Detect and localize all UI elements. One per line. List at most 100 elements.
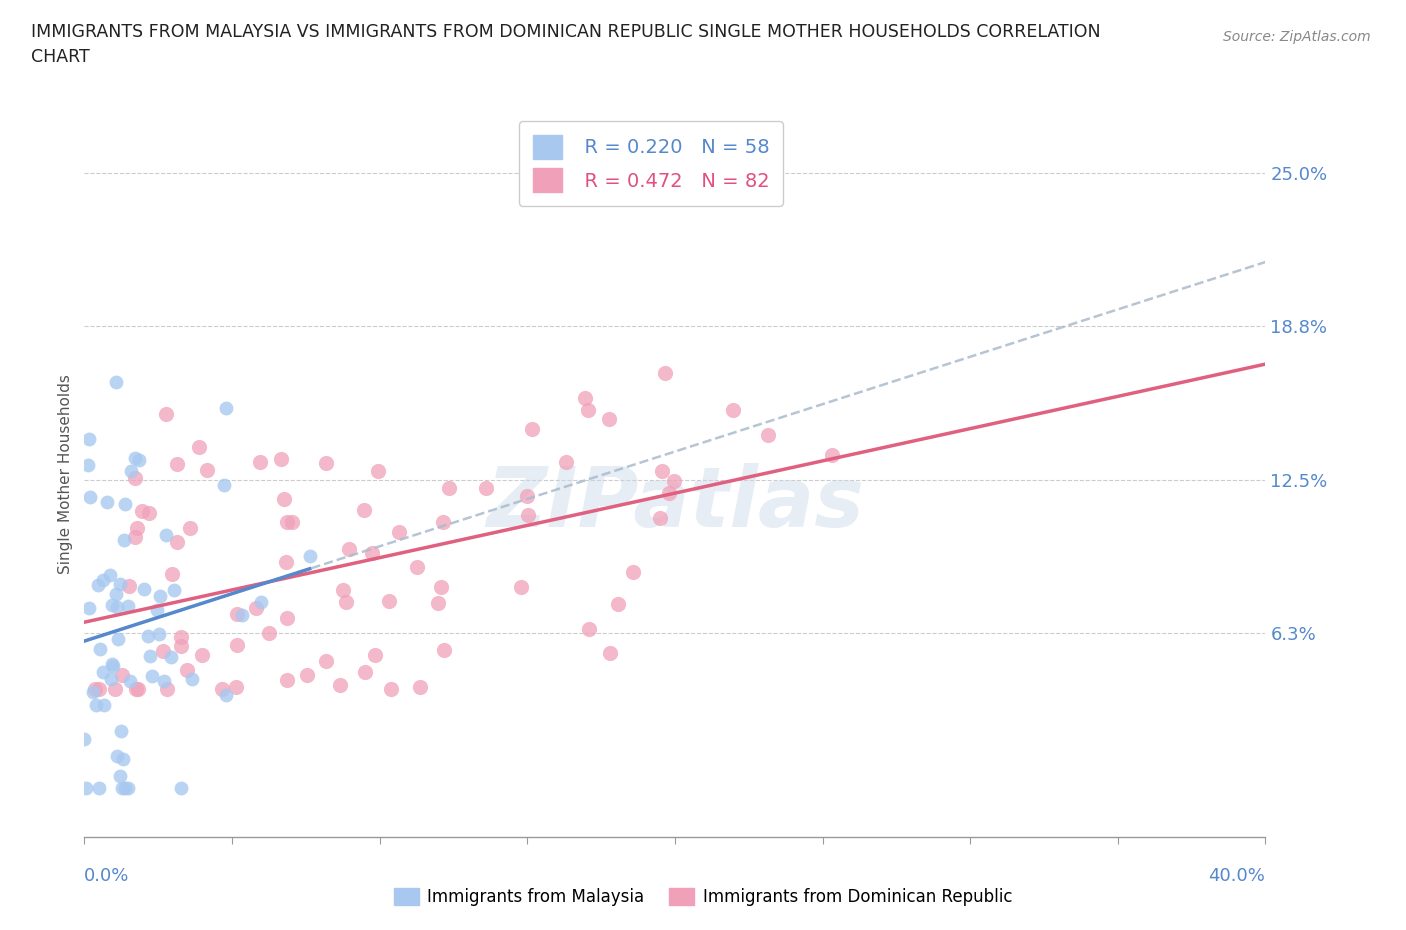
Point [406,560,429,575]
Point [215,687,238,702]
Point [439,480,461,495]
Point [155,527,177,542]
Point [273,492,295,507]
Point [409,680,432,695]
Point [146,603,169,618]
Legend: Immigrants from Malaysia, Immigrants from Dominican Republic: Immigrants from Malaysia, Immigrants fro… [387,881,1019,912]
Point [156,682,179,697]
Point [141,669,163,684]
Point [315,456,337,471]
Point [820,448,842,463]
Point [555,455,578,470]
Point [430,579,453,594]
Point [77,432,100,446]
Point [335,594,357,609]
Point [648,511,671,525]
Point [274,555,297,570]
Point [245,601,267,616]
Point [84,682,107,697]
Point [363,647,385,662]
Point [138,648,160,663]
Point [136,628,159,643]
Point [169,780,191,795]
Y-axis label: Single Mother Households: Single Mother Households [58,375,73,574]
Point [152,644,174,658]
Point [226,638,249,653]
Point [360,546,382,561]
Text: ZIPatlas: ZIPatlas [486,463,863,544]
Point [225,607,247,622]
Point [155,406,177,421]
Text: CHART: CHART [31,48,90,66]
Text: IMMIGRANTS FROM MALAYSIA VS IMMIGRANTS FROM DOMINICAN REPUBLIC SINGLE MOTHER HOU: IMMIGRANTS FROM MALAYSIA VS IMMIGRANTS F… [31,23,1101,41]
Point [124,471,146,485]
Point [89,642,111,657]
Point [598,412,620,427]
Point [276,672,298,687]
Point [105,749,128,764]
Point [432,515,454,530]
Point [427,595,450,610]
Point [124,451,146,466]
Point [329,677,352,692]
Point [163,583,186,598]
Point [114,497,136,512]
Point [101,659,124,674]
Point [114,780,136,795]
Point [606,596,628,611]
Point [212,478,235,493]
Point [211,682,233,697]
Point [380,682,402,697]
Point [378,593,401,608]
Point [120,464,142,479]
Text: Source: ZipAtlas.com: Source: ZipAtlas.com [1223,30,1371,44]
Point [125,521,148,536]
Point [159,649,181,664]
Point [170,630,193,644]
Point [104,682,127,697]
Point [190,648,212,663]
Point [170,639,193,654]
Point [118,578,141,593]
Point [87,682,110,697]
Point [98,567,121,582]
Point [516,507,538,522]
Point [281,514,304,529]
Point [131,503,153,518]
Point [353,502,375,517]
Text: 40.0%: 40.0% [1209,867,1265,884]
Point [166,456,188,471]
Point [93,572,115,587]
Point [96,495,118,510]
Point [433,643,456,658]
Point [250,594,273,609]
Point [276,515,298,530]
Point [100,671,122,686]
Point [650,463,672,478]
Point [353,665,375,680]
Text: 0.0%: 0.0% [84,867,129,884]
Point [332,583,354,598]
Point [658,485,681,500]
Point [91,664,114,679]
Point [93,698,115,712]
Point [127,682,149,697]
Point [295,667,318,682]
Point [87,780,110,795]
Point [117,780,139,795]
Point [599,645,621,660]
Point [756,427,779,442]
Legend:   R = 0.220   N = 58,   R = 0.472   N = 82: R = 0.220 N = 58, R = 0.472 N = 82 [519,121,783,206]
Point [179,520,201,535]
Point [100,657,122,671]
Point [510,580,533,595]
Point [215,401,238,416]
Point [166,535,188,550]
Point [654,366,676,381]
Point [621,565,644,580]
Point [84,698,107,712]
Point [128,452,150,467]
Point [111,752,134,767]
Point [176,663,198,678]
Point [75,780,97,795]
